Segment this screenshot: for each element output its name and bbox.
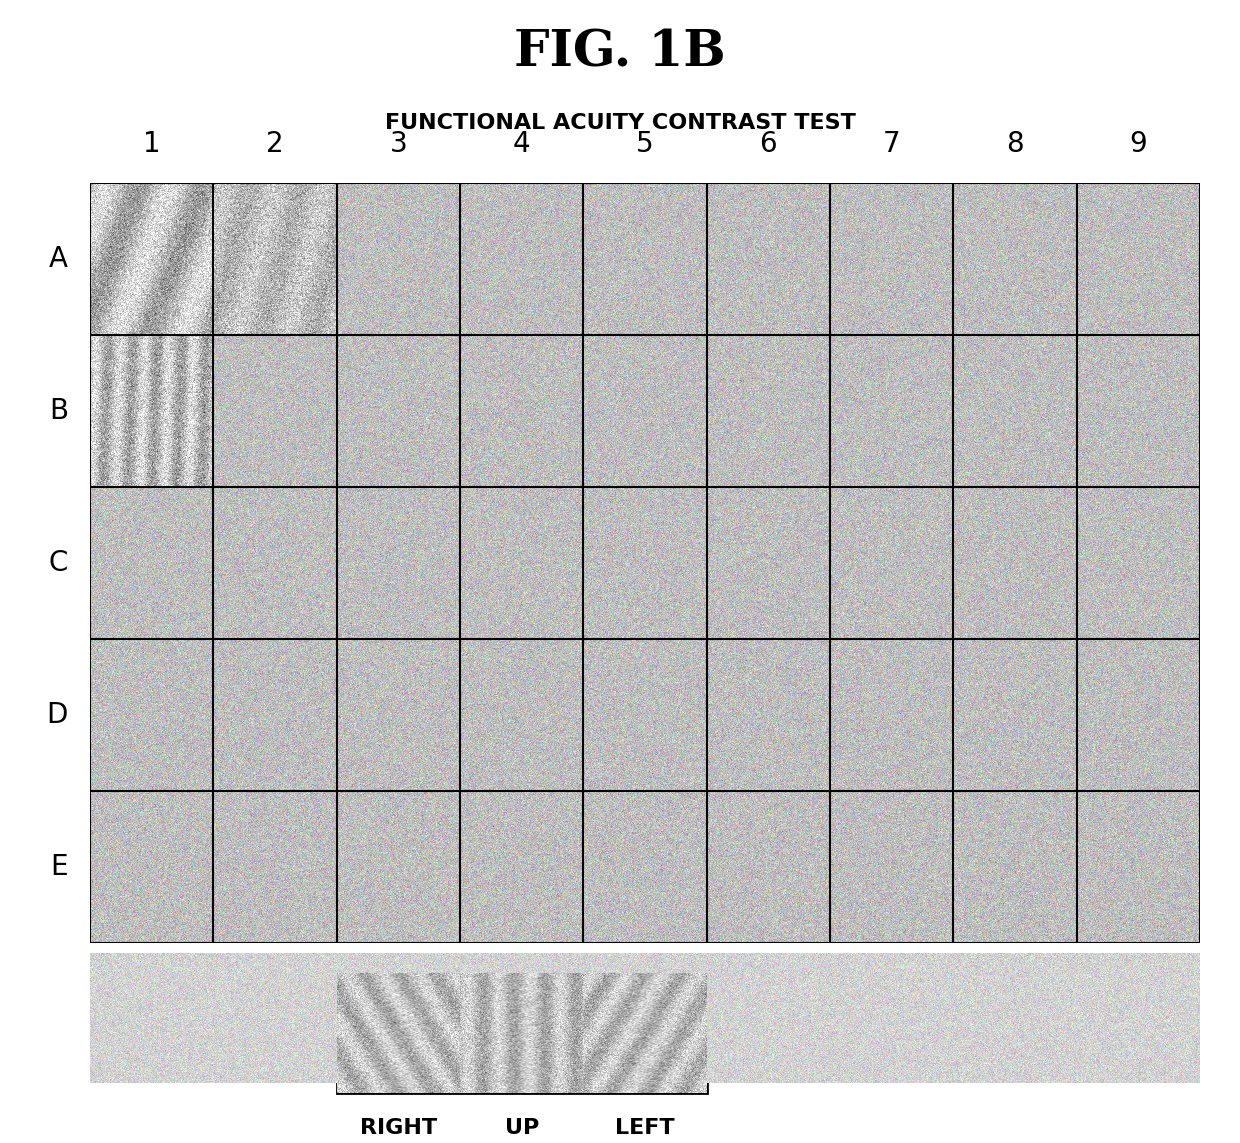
Bar — [337, 973, 707, 1093]
Text: D: D — [47, 701, 68, 729]
Text: C: C — [48, 549, 68, 577]
Text: LEFT: LEFT — [615, 1118, 675, 1138]
Text: RIGHT: RIGHT — [360, 1118, 436, 1138]
Text: FIG. 1B: FIG. 1B — [515, 29, 725, 78]
Text: 3: 3 — [389, 130, 407, 158]
Text: B: B — [48, 397, 68, 425]
Text: 6: 6 — [760, 130, 777, 158]
Text: E: E — [51, 853, 68, 881]
Text: A: A — [50, 245, 68, 273]
Text: UP: UP — [505, 1118, 539, 1138]
Text: 7: 7 — [883, 130, 900, 158]
Text: 4: 4 — [513, 130, 531, 158]
Text: 5: 5 — [636, 130, 653, 158]
Text: 1: 1 — [143, 130, 160, 158]
Text: 9: 9 — [1130, 130, 1147, 158]
Text: 8: 8 — [1006, 130, 1024, 158]
Text: 2: 2 — [267, 130, 284, 158]
Text: FUNCTIONAL ACUITY CONTRAST TEST: FUNCTIONAL ACUITY CONTRAST TEST — [384, 113, 856, 133]
